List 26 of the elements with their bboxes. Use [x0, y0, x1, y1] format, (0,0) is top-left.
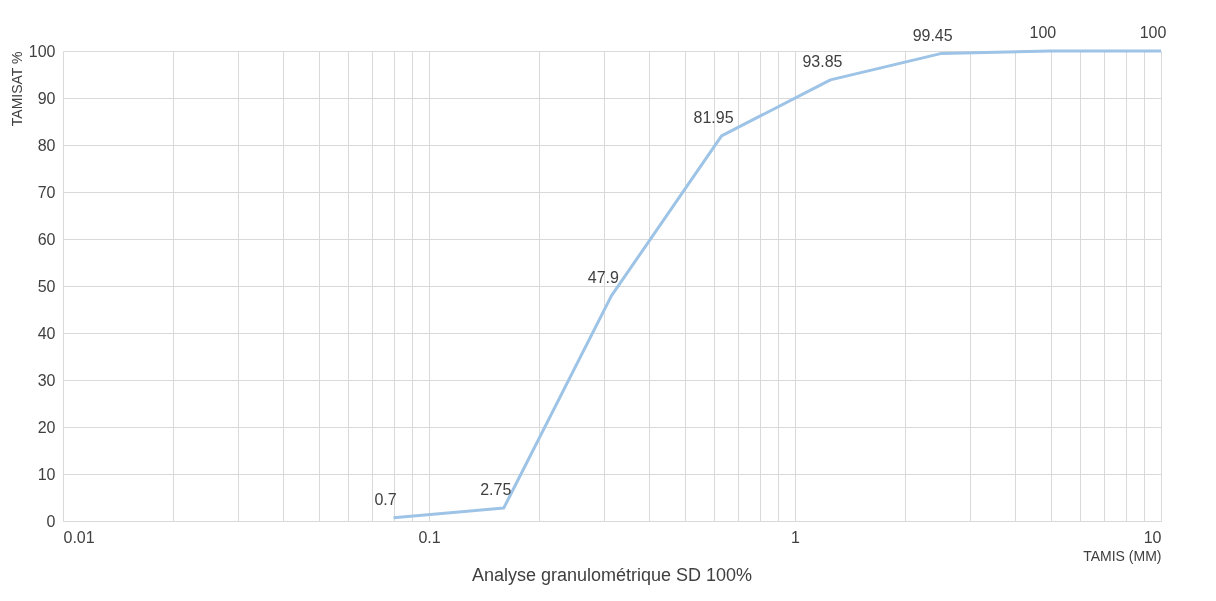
x-tick-label: 10	[1143, 528, 1162, 546]
y-tick-label: 40	[37, 324, 56, 342]
y-tick-label: 90	[37, 89, 56, 107]
data-label: 47.9	[587, 268, 620, 286]
x-axis-title: TAMIS (MM)	[1083, 547, 1162, 564]
y-tick-label: 60	[37, 230, 56, 248]
y-tick-label: 10	[37, 465, 56, 483]
y-tick-label: 80	[37, 136, 56, 154]
y-tick-label: 50	[37, 277, 56, 295]
y-tick-label: 30	[37, 371, 56, 389]
data-label: 0.7	[374, 490, 397, 508]
y-axis-title: TAMISAT %	[8, 51, 25, 127]
y-tick-label: 0	[46, 512, 56, 530]
data-label: 2.75	[480, 481, 512, 499]
y-tick-label: 70	[37, 183, 56, 201]
data-label: 100	[1029, 24, 1057, 41]
data-label: 99.45	[912, 26, 953, 44]
x-tick-label: 0.01	[63, 528, 95, 546]
x-tick-label: 1	[791, 528, 801, 546]
x-tick-label: 0.1	[418, 528, 441, 546]
data-label: 93.85	[802, 52, 843, 70]
data-label: 100	[1139, 24, 1167, 41]
y-tick-label: 20	[37, 418, 56, 436]
text: Analyse granulométrique SD 100%	[471, 565, 753, 585]
data-label: 81.95	[693, 108, 734, 126]
y-tick-label: 100	[28, 42, 56, 60]
